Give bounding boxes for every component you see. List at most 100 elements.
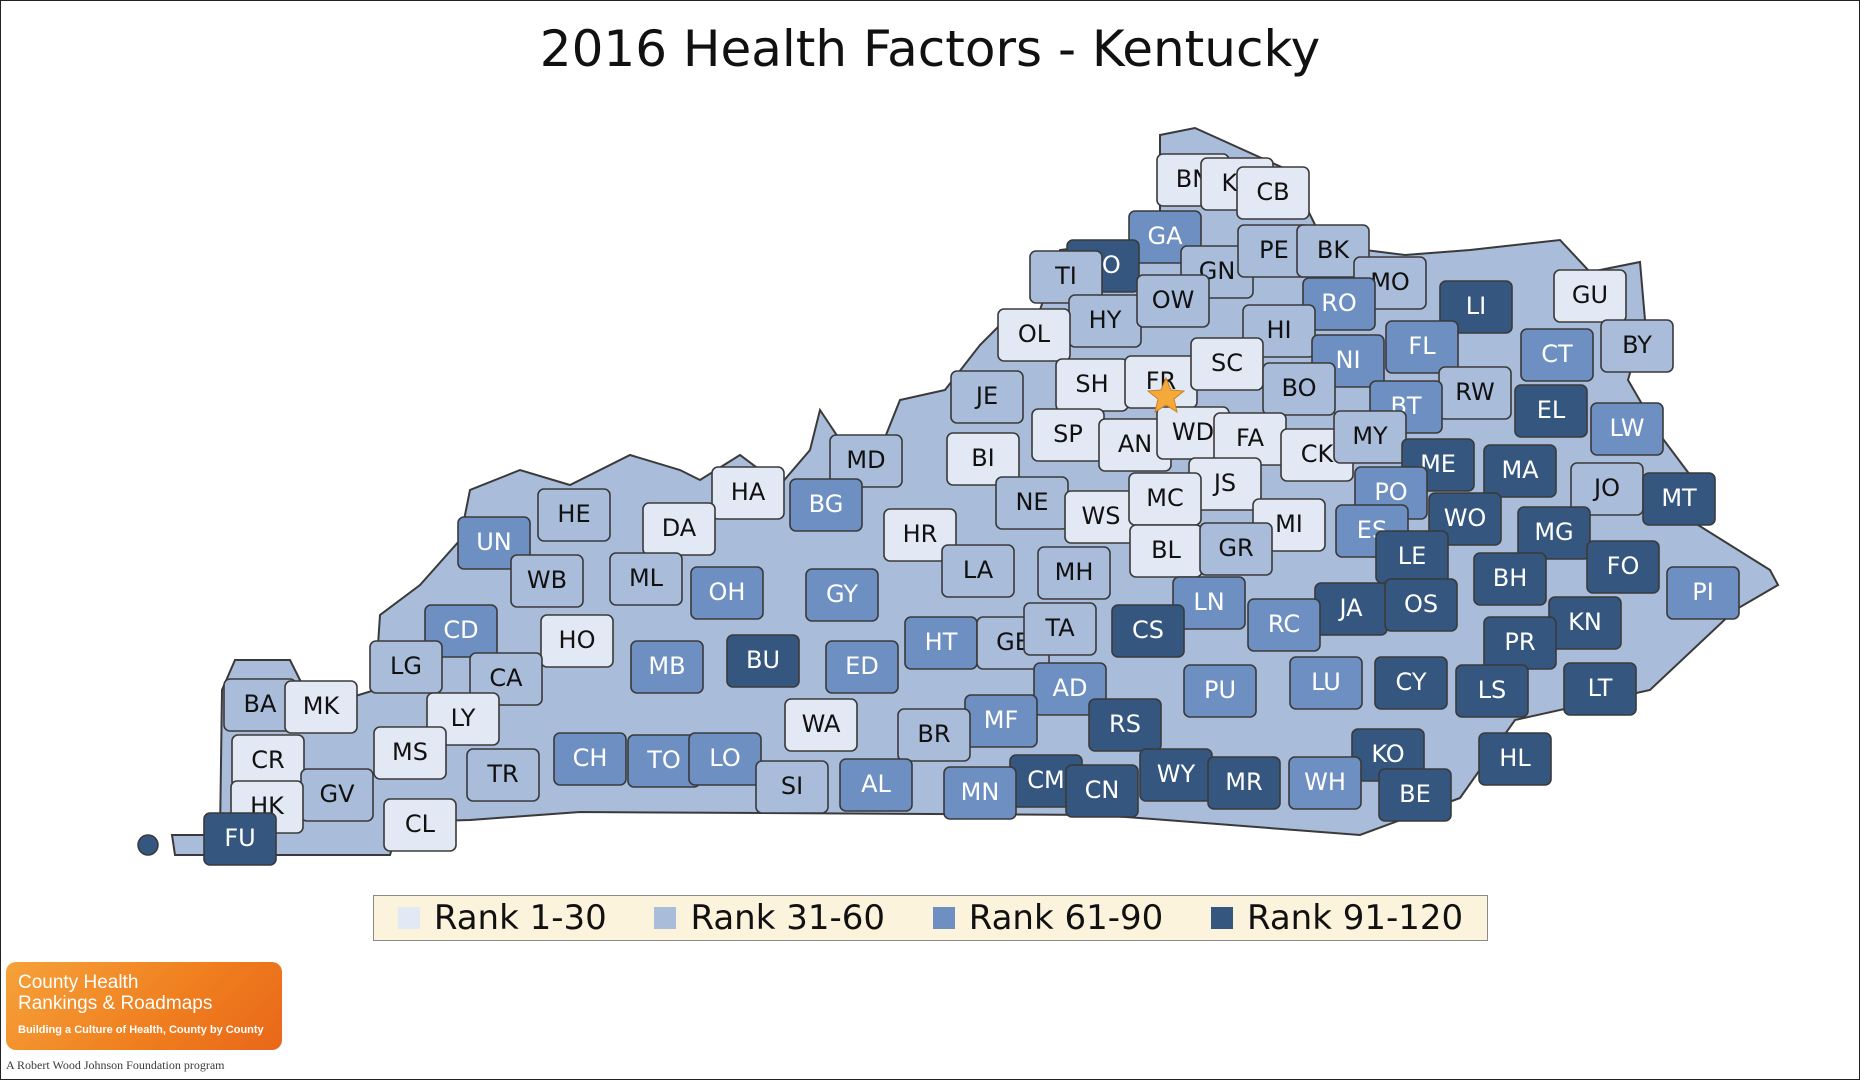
county-wa: WA (784, 698, 858, 752)
county-hl: HL (1478, 732, 1552, 786)
county-shape (950, 370, 1024, 424)
county-shape (1586, 540, 1660, 594)
county-label: JE (974, 382, 998, 410)
county-label: ED (845, 652, 879, 680)
county-label: BI (971, 444, 995, 472)
county-label: ML (629, 564, 664, 592)
county-shape (457, 516, 531, 570)
county-label: HR (903, 520, 938, 548)
county-mb: MB (630, 640, 704, 694)
county-label: JO (1592, 474, 1620, 502)
county-label: CY (1396, 668, 1427, 696)
county-label: JA (1337, 594, 1363, 622)
county-label: SP (1053, 420, 1083, 448)
county-label: CB (1256, 178, 1289, 206)
county-ne: NE (995, 476, 1069, 530)
county-he: HE (537, 488, 611, 542)
county-shape (688, 732, 762, 786)
county-cr: CR (231, 734, 305, 788)
county-os: OS (1384, 578, 1458, 632)
county-be: BE (1378, 768, 1452, 822)
county-shape (1439, 280, 1513, 334)
county-my: MY (1333, 410, 1407, 464)
county-label: FL (1408, 332, 1436, 360)
county-shape (1172, 576, 1246, 630)
county-ta: TA (1023, 602, 1097, 656)
county-label: CR (251, 746, 284, 774)
county-fl: FL (1385, 320, 1459, 374)
county-shape (1666, 566, 1740, 620)
county-shape (1333, 410, 1407, 464)
county-label: MY (1352, 422, 1388, 450)
county-label: LT (1588, 674, 1613, 702)
county-label: BH (1493, 564, 1528, 592)
county-shape (540, 614, 614, 668)
county-label: LW (1610, 414, 1645, 442)
county-al: AL (839, 758, 913, 812)
county-label: MI (1275, 510, 1303, 538)
county-ml: ML (609, 552, 683, 606)
county-label: PI (1692, 578, 1714, 606)
county-label: NI (1335, 346, 1360, 374)
county-ow: OW (1136, 274, 1210, 328)
county-ro: RO (1302, 277, 1376, 331)
county-shape (1029, 250, 1103, 304)
county-lt: LT (1563, 662, 1637, 716)
county-label: FU (224, 824, 255, 852)
county-mf: MF (964, 694, 1038, 748)
county-tr: TR (466, 748, 540, 802)
legend-label: Rank 1-30 (433, 898, 607, 938)
county-label: MR (1225, 768, 1262, 796)
county-label: MO (1370, 268, 1410, 296)
county-label: WO (1444, 504, 1487, 532)
county-label: FA (1236, 424, 1265, 452)
county-ms: MS (373, 726, 447, 780)
county-un: UN (457, 516, 531, 570)
county-shape (373, 726, 447, 780)
county-label: GV (319, 780, 355, 808)
county-fu: FU (203, 812, 277, 866)
county-label: TR (486, 760, 518, 788)
county-bo: BO (1262, 362, 1336, 416)
county-jo: JO (1570, 462, 1644, 516)
county-shape (829, 434, 903, 488)
county-label: CH (573, 744, 608, 772)
county-shape (839, 758, 913, 812)
legend-item-rank-61-90: Rank 61-90 (932, 898, 1163, 938)
county-bh: BH (1473, 552, 1547, 606)
county-label: RO (1321, 289, 1357, 317)
county-wh: WH (1288, 756, 1362, 810)
county-fo: FO (1586, 540, 1660, 594)
legend-item-rank-1-30: Rank 1-30 (397, 898, 607, 938)
county-shape (203, 812, 277, 866)
county-shape (690, 566, 764, 620)
county-label: NE (1015, 488, 1048, 516)
county-shape (1563, 662, 1637, 716)
county-label: LI (1466, 292, 1486, 320)
county-gy: GY (805, 568, 879, 622)
county-label: TA (1044, 614, 1075, 642)
logo-subtitle: A Robert Wood Johnson Foundation program (6, 1058, 225, 1072)
county-cy: CY (1374, 656, 1448, 710)
county-shape (726, 634, 800, 688)
legend-label: Rank 91-120 (1246, 898, 1464, 938)
county-shape (711, 466, 785, 520)
county-label: CN (1085, 776, 1120, 804)
county-label: OH (709, 578, 746, 606)
county-shape (1262, 362, 1336, 416)
county-label: WB (527, 566, 567, 594)
county-shape (1289, 656, 1363, 710)
county-ma: MA (1483, 444, 1557, 498)
county-shape (1136, 274, 1210, 328)
county-shape (1088, 698, 1162, 752)
county-label: HA (731, 478, 766, 506)
county-sc: SC (1190, 337, 1264, 391)
county-shape (1207, 756, 1281, 810)
county-shape (1296, 224, 1370, 278)
county-label: HI (1266, 316, 1291, 344)
county-ct: CT (1520, 328, 1594, 382)
county-mg: MG (1517, 506, 1591, 560)
county-label: UN (476, 528, 512, 556)
county-ht: HT (904, 616, 978, 670)
county-label: MT (1661, 484, 1697, 512)
